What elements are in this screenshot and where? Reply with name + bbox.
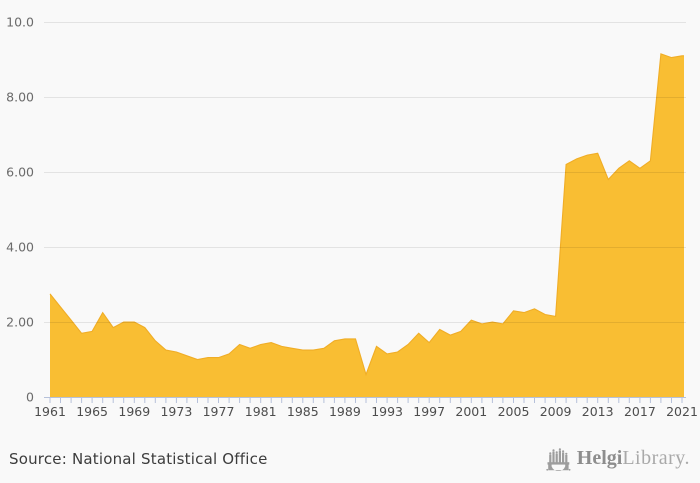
brand-name-light: Library. (622, 447, 690, 469)
y-axis-tick-label: 2.00 (6, 315, 34, 330)
x-axis-tick-label: 1973 (160, 404, 192, 419)
x-axis-tick-label: 2009 (540, 404, 572, 419)
x-axis-tick-label: 1981 (245, 404, 277, 419)
brand-logo: HelgiLibrary. (546, 445, 690, 471)
area-series (50, 53, 684, 398)
brand-name-bold: Helgi (576, 447, 623, 469)
x-axis-tick-label: 1965 (76, 404, 108, 419)
helgilibrary-logo-icon (546, 448, 571, 471)
brand-wordmark: HelgiLibrary. (577, 446, 690, 470)
x-axis-tick-label: 1993 (371, 404, 403, 419)
area-series-outline (49, 53, 684, 377)
source-caption: Source: National Statistical Office (9, 450, 268, 468)
x-axis-tick-label: 2005 (498, 404, 530, 419)
y-axis-tick-label: 10.0 (6, 15, 34, 30)
y-axis-tick-label: 6.00 (6, 165, 34, 180)
x-axis-tick-label: 2021 (666, 404, 698, 419)
y-axis-tick-label: 8.00 (6, 90, 34, 105)
x-axis-tick-label: 2013 (582, 404, 614, 419)
x-axis-tick-label: 1961 (34, 404, 66, 419)
y-axis-tick-label: 0 (26, 390, 34, 405)
x-axis-tick-label: 2001 (455, 404, 487, 419)
x-axis-tick-label: 1969 (118, 404, 150, 419)
x-axis-tick-label: 1985 (287, 404, 319, 419)
y-axis-tick-label: 4.00 (6, 240, 34, 255)
x-axis-tick-label: 1997 (413, 404, 445, 419)
x-axis-tick-label: 1989 (329, 404, 361, 419)
x-axis-tick-label: 1977 (203, 404, 235, 419)
x-axis-tick-label: 2017 (624, 404, 656, 419)
